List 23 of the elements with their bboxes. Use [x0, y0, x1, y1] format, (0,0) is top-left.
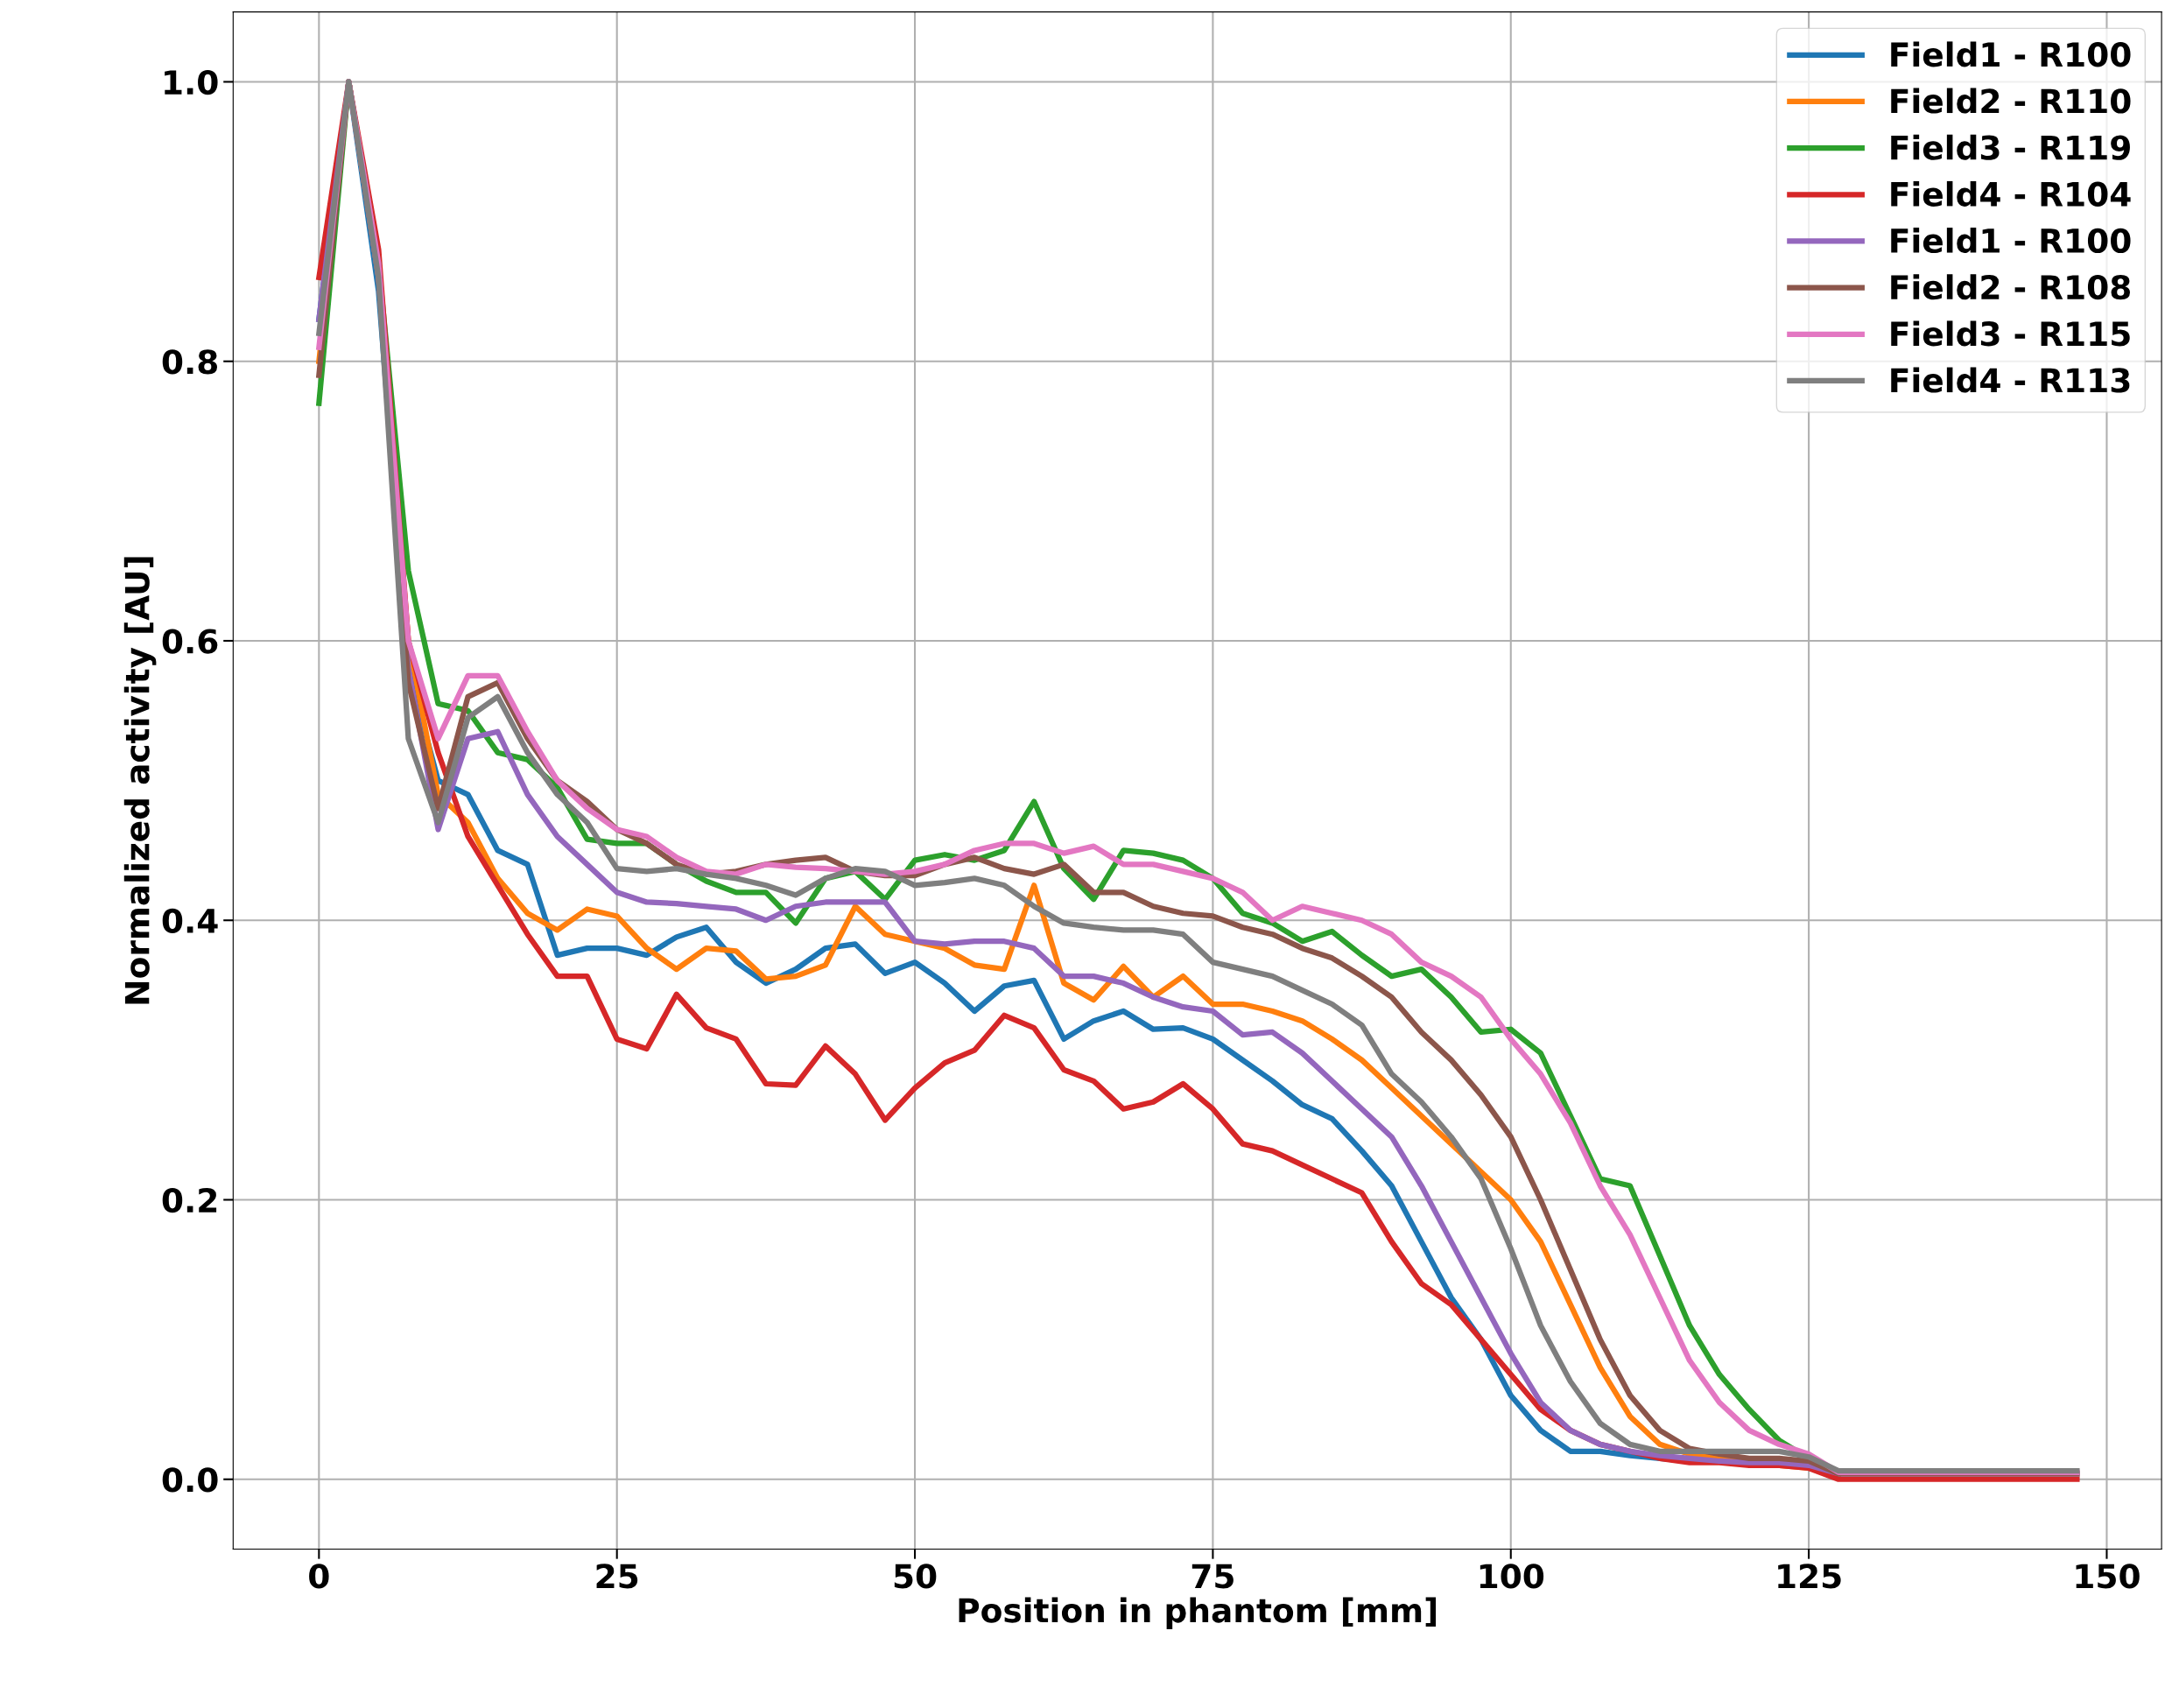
x-tick-label: 125: [1778, 1564, 1841, 1589]
x-tick-label: 100: [1480, 1564, 1544, 1589]
x-tick-label: 75: [1191, 1564, 1234, 1589]
y-tick-label: 0.8: [162, 349, 218, 375]
legend-label: Field2 - R108: [1891, 274, 2131, 300]
x-tick-label: 50: [894, 1564, 937, 1589]
legend-label: Field2 - R110: [1891, 88, 2131, 114]
x-tick-label: 0: [309, 1564, 329, 1589]
y-tick-label: 0.2: [162, 1187, 217, 1213]
x-tick-label: 25: [596, 1564, 638, 1589]
legend-label: Field4 - R104: [1891, 180, 2131, 207]
legend-label: Field3 - R119: [1891, 134, 2130, 160]
y-tick-label: 1.0: [165, 69, 218, 95]
y-tick-label: 0.0: [162, 1467, 218, 1493]
legend-label: Field3 - R115: [1891, 320, 2130, 347]
x-tick-label: 150: [2076, 1564, 2140, 1589]
y-axis-title: Normalized activity [AU]: [123, 557, 157, 1004]
y-tick-label: 0.4: [162, 908, 218, 934]
legend-label: Field1 - R100: [1891, 228, 2131, 254]
legend-label: Field1 - R100: [1891, 41, 2131, 67]
y-tick-label: 0.6: [162, 629, 218, 654]
x-axis-title: Position in phantom [mm]: [959, 1597, 1437, 1629]
legend-label: Field4 - R113: [1891, 367, 2130, 393]
